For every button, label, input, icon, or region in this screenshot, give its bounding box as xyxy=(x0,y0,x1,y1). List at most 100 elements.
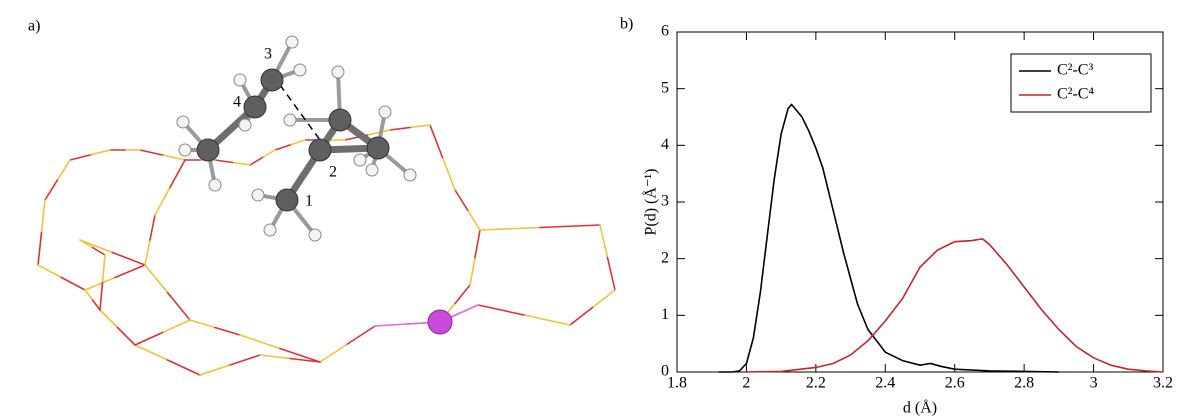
framework-bond xyxy=(190,320,215,328)
framework-bond xyxy=(233,163,251,166)
framework-bond xyxy=(163,155,186,160)
framework-bond xyxy=(320,344,348,362)
hydrogen xyxy=(354,154,366,166)
hydrogen xyxy=(179,144,191,156)
framework-bond xyxy=(263,150,276,158)
y-tick-label: 0 xyxy=(661,363,669,380)
legend-label: C²-C³ xyxy=(1057,62,1093,79)
framework-bond xyxy=(600,225,608,258)
framework-bond xyxy=(93,300,101,310)
framework-bond xyxy=(58,160,71,180)
atom-label: 2 xyxy=(329,164,337,181)
x-tick-label: 3.2 xyxy=(1153,375,1173,392)
x-tick-label: 2.2 xyxy=(806,375,826,392)
hydrogen xyxy=(177,116,189,128)
framework-bond xyxy=(170,160,185,188)
framework-bond xyxy=(455,285,470,304)
framework-bond xyxy=(540,225,600,228)
framework-bond xyxy=(593,290,616,308)
framework-bond xyxy=(90,150,110,155)
framework-bond xyxy=(145,265,168,293)
y-tick-label: 2 xyxy=(661,249,669,266)
hydrogen xyxy=(239,119,251,131)
framework-bond xyxy=(215,160,233,163)
framework-bond xyxy=(150,215,155,240)
framework-bond xyxy=(410,125,430,128)
framework-bond xyxy=(145,240,150,265)
hydrogen xyxy=(252,189,264,201)
framework-bond xyxy=(430,125,443,158)
x-tick-label: 2.4 xyxy=(875,375,895,392)
framework-bond xyxy=(140,150,163,155)
x-tick-label: 2.6 xyxy=(945,375,965,392)
hydrogen xyxy=(366,164,378,176)
framework-bond xyxy=(215,328,240,336)
framework-bond xyxy=(135,345,168,360)
hydrogen xyxy=(234,74,246,86)
carbon xyxy=(244,96,266,118)
atom-label: 1 xyxy=(305,193,313,210)
framework-bond xyxy=(260,355,290,359)
y-tick-label: 5 xyxy=(661,79,669,96)
framework-bond xyxy=(103,255,106,283)
hydrogen xyxy=(209,179,221,191)
framework-bond xyxy=(100,283,103,311)
framework-bond xyxy=(348,326,376,344)
framework-bond xyxy=(570,308,593,326)
hydrogen xyxy=(379,106,391,118)
framework-bond xyxy=(113,253,146,266)
framework-bond xyxy=(168,293,191,321)
framework-bond xyxy=(45,180,58,200)
framework-bond xyxy=(480,228,540,231)
hydrogen xyxy=(404,169,416,181)
y-tick-label: 4 xyxy=(661,136,669,153)
hydrogen xyxy=(286,36,298,48)
hydrogen xyxy=(264,224,276,236)
framework-bond xyxy=(200,365,230,375)
hydrogen xyxy=(332,66,344,78)
framework-bond xyxy=(470,258,475,286)
carbon xyxy=(276,189,298,211)
framework-bond xyxy=(62,278,86,291)
framework-bond xyxy=(250,158,263,166)
panel-label: a) xyxy=(28,18,40,35)
framework-bond xyxy=(475,230,480,258)
framework-bond xyxy=(468,210,481,230)
y-tick-label: 6 xyxy=(661,23,669,40)
framework-bond xyxy=(275,145,290,150)
framework-bond xyxy=(443,158,456,191)
framework-bond xyxy=(38,233,42,266)
framework-bond xyxy=(455,190,468,210)
framework-bond xyxy=(390,128,410,131)
framework-bond xyxy=(478,305,524,315)
carbon xyxy=(197,139,219,161)
x-axis-label: d (Å) xyxy=(903,399,937,417)
hydrogen xyxy=(294,64,306,76)
x-tick-label: 1.8 xyxy=(667,375,687,392)
carbon xyxy=(309,139,331,161)
framework-bond xyxy=(85,278,115,291)
framework-bond xyxy=(85,290,93,300)
carbon xyxy=(261,69,283,91)
ion xyxy=(428,310,452,334)
legend-label: C²-C⁴ xyxy=(1057,86,1094,103)
framework-bond xyxy=(290,140,305,145)
x-tick-label: 2 xyxy=(742,375,750,392)
series-line xyxy=(746,239,1163,372)
framework-bond xyxy=(118,328,136,346)
atom-label: 3 xyxy=(264,46,272,63)
hydrogen xyxy=(284,114,296,126)
y-tick-label: 3 xyxy=(661,193,669,210)
series-line xyxy=(719,105,1059,372)
x-tick-label: 3 xyxy=(1090,375,1098,392)
framework-bond xyxy=(608,258,616,291)
framework-bond xyxy=(100,310,118,328)
framework-bond xyxy=(163,320,191,333)
figure: a) 1234 b) 1.822.22.42.62.833.20123456d … xyxy=(0,0,1179,419)
y-tick-label: 1 xyxy=(661,306,669,323)
framework-bond xyxy=(135,333,163,346)
hydrogen xyxy=(309,229,321,241)
framework-bond xyxy=(70,155,90,160)
framework-bond xyxy=(524,315,570,325)
